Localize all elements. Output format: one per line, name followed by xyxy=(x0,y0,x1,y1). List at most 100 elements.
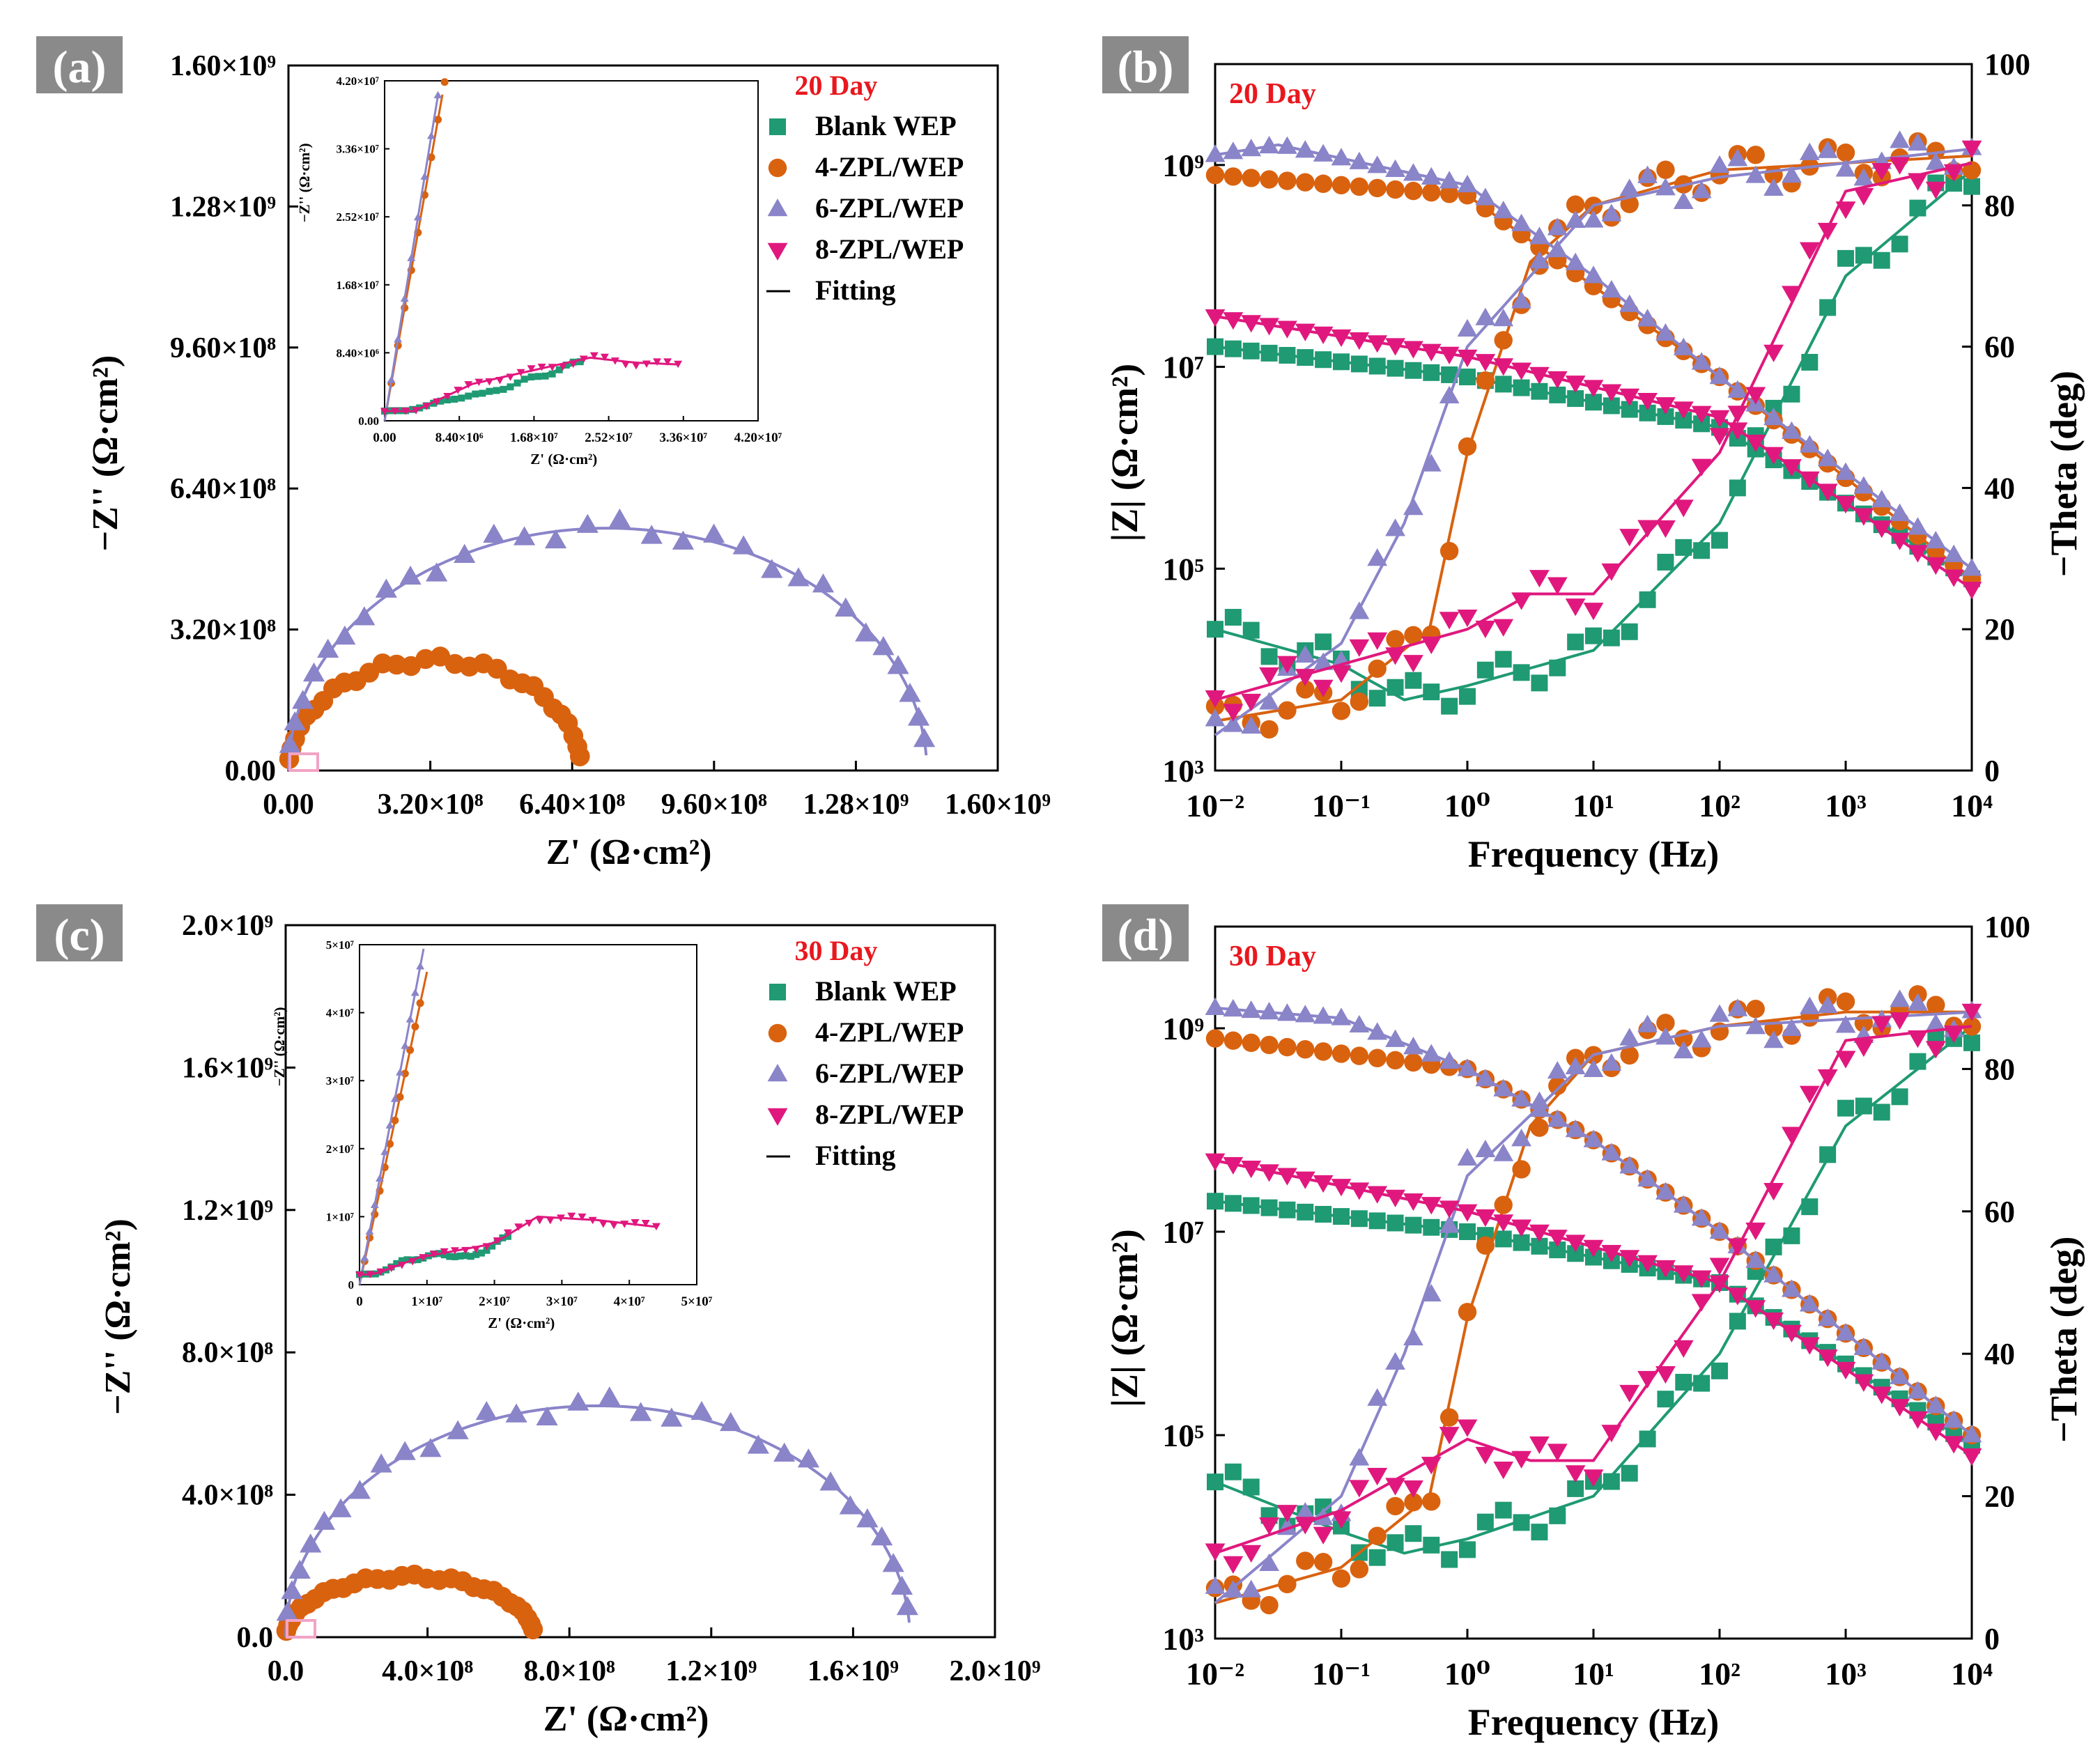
phase-data-point-6-zpl-wep xyxy=(1457,1147,1478,1166)
zmod-data-point-8-zpl-wep xyxy=(1403,341,1423,359)
phase-data-point-6-zpl-wep xyxy=(1349,601,1370,619)
data-point-6-zpl-wep xyxy=(870,1526,893,1546)
zmod-data-point-8-zpl-wep xyxy=(1547,371,1568,389)
y2-tick-label: 0 xyxy=(1984,1622,2000,1656)
phase-data-point-6-zpl-wep xyxy=(1241,1579,1262,1597)
inset-data-point-8-zpl-wep xyxy=(450,1247,459,1255)
zmod-data-point-4-zpl-wep xyxy=(1404,1053,1423,1072)
phase-data-point-blank-wep xyxy=(1224,1463,1242,1480)
phase-data-point-blank-wep xyxy=(1765,1238,1782,1255)
zmod-data-point-blank-wep xyxy=(1368,1212,1386,1230)
phase-data-point-6-zpl-wep xyxy=(1205,709,1226,727)
inset-data-point-8-zpl-wep xyxy=(516,369,525,377)
inset-data-point-6-zpl-wep xyxy=(410,989,419,996)
data-point-6-zpl-wep xyxy=(334,625,356,645)
panel-4-bode: (d) 10⁻² 10⁻¹ 10⁰ 10¹ 10² 10³ 10⁴ 10³ 10⁵ 10⁷ 10⁹ 0 2… xyxy=(1102,904,2085,1743)
inset-data-point-8-zpl-wep xyxy=(537,363,546,371)
zmod-data-point-4-zpl-wep xyxy=(1439,185,1459,203)
phase-data-point-8-zpl-wep xyxy=(1583,603,1604,621)
phase-data-point-8-zpl-wep xyxy=(1313,679,1334,698)
zmod-data-point-8-zpl-wep xyxy=(1908,1411,1928,1430)
inset-data-point-4-zpl-wep xyxy=(440,78,449,86)
zmod-data-point-8-zpl-wep xyxy=(1673,1265,1694,1283)
phase-data-point-blank-wep xyxy=(1675,1374,1692,1391)
phase-data-point-4-zpl-wep xyxy=(1350,692,1369,711)
data-point-6-zpl-wep xyxy=(882,1553,904,1572)
phase-data-point-blank-wep xyxy=(1837,249,1854,267)
zmod-data-point-8-zpl-wep xyxy=(1547,1230,1568,1248)
phase-data-point-blank-wep xyxy=(1675,539,1692,556)
phase-data-point-blank-wep xyxy=(1855,247,1872,264)
zmod-data-point-6-zpl-wep xyxy=(1745,1250,1766,1268)
phase-data-point-blank-wep xyxy=(1873,1104,1890,1121)
phase-data-point-blank-wep xyxy=(1459,688,1476,705)
inset-data-point-blank-wep xyxy=(446,1253,454,1260)
phase-data-point-blank-wep xyxy=(1549,1507,1566,1524)
data-point-6-zpl-wep xyxy=(514,526,536,545)
phase-data-point-8-zpl-wep xyxy=(1385,1478,1405,1496)
zmod-data-point-6-zpl-wep xyxy=(1547,239,1568,258)
plot-frame xyxy=(284,924,996,1639)
phase-data-point-6-zpl-wep xyxy=(1241,715,1262,734)
zmod-data-point-6-zpl-wep xyxy=(1763,408,1784,426)
zmod-data-point-6-zpl-wep xyxy=(1493,201,1514,219)
data-point-6-zpl-wep xyxy=(284,711,306,731)
phase-data-point-4-zpl-wep xyxy=(1494,1195,1513,1214)
zmod-data-point-8-zpl-wep xyxy=(1457,349,1478,368)
phase-data-point-blank-wep xyxy=(1387,679,1404,696)
zmod-data-point-6-zpl-wep xyxy=(1871,489,1892,508)
inset-data-point-6-zpl-wep xyxy=(413,212,422,221)
x-tick-label: 6.40×10⁸ xyxy=(519,789,625,821)
zmod-data-point-6-zpl-wep xyxy=(1385,159,1405,177)
inset-data-point-8-zpl-wep xyxy=(557,1214,566,1222)
phase-data-point-4-zpl-wep xyxy=(1746,146,1765,164)
zmod-data-point-6-zpl-wep xyxy=(1349,151,1370,169)
zmod-data-point-8-zpl-wep xyxy=(1655,1260,1676,1278)
zmod-data-point-8-zpl-wep xyxy=(1745,1300,1766,1318)
zmod-data-point-8-zpl-wep xyxy=(1331,329,1352,348)
zmod-data-point-6-zpl-wep xyxy=(1817,449,1838,467)
zoom-region-box xyxy=(288,752,319,772)
inset-data-point-8-zpl-wep xyxy=(433,398,442,406)
inset-data-point-blank-wep xyxy=(520,376,528,383)
legend-day-title: 20 Day xyxy=(795,70,878,101)
phase-data-point-6-zpl-wep xyxy=(1691,180,1712,199)
inset-data-point-8-zpl-wep xyxy=(366,1271,375,1278)
inset-data-point-8-zpl-wep xyxy=(454,387,463,394)
phase-data-point-8-zpl-wep xyxy=(1241,693,1262,712)
inset-data-point-8-zpl-wep xyxy=(474,378,484,387)
zmod-data-point-blank-wep xyxy=(1279,347,1296,364)
x-tick-label: 1.28×10⁹ xyxy=(803,789,909,821)
y-tick-label: 10⁹ xyxy=(1162,148,1204,183)
zoom-region-box xyxy=(286,1619,316,1639)
data-point-4-zpl-wep xyxy=(415,649,436,669)
data-point-6-zpl-wep xyxy=(890,1575,913,1595)
y2-tick-label: 20 xyxy=(1984,1480,2015,1514)
inset-data-point-8-zpl-wep xyxy=(567,1212,576,1221)
zmod-data-point-blank-wep xyxy=(1260,344,1278,362)
inset-data-point-8-zpl-wep xyxy=(443,393,452,401)
data-point-6-zpl-wep xyxy=(292,690,314,709)
phase-data-point-8-zpl-wep xyxy=(1421,1457,1442,1475)
phase-data-point-blank-wep xyxy=(1693,1375,1711,1392)
zmod-data-point-8-zpl-wep xyxy=(1709,410,1730,428)
inset-data-point-8-zpl-wep xyxy=(578,1213,587,1221)
inset-data-point-8-zpl-wep xyxy=(642,360,651,368)
zmod-data-point-blank-wep xyxy=(1242,342,1260,359)
y-tick-label: 0.00 xyxy=(225,755,277,787)
zmod-data-point-4-zpl-wep xyxy=(1331,1044,1351,1063)
panel-2-bode: (b) 10⁻² 10⁻¹ 10⁰ 10¹ 10² 10³ 10⁴ 10³ 10⁵ 10⁷ 10⁹ 0 2… xyxy=(1102,36,2085,875)
y-axis-label: |Z| (Ω·cm²) xyxy=(1104,364,1145,542)
y2-tick-label: 80 xyxy=(1984,189,2015,223)
x-tick-label: 10⁴ xyxy=(1951,788,1993,823)
zmod-data-point-8-zpl-wep xyxy=(1421,343,1442,362)
phase-data-point-blank-wep xyxy=(1549,659,1566,676)
phase-data-point-4-zpl-wep xyxy=(1476,371,1495,390)
phase-data-point-8-zpl-wep xyxy=(1547,1443,1568,1462)
phase-data-point-blank-wep xyxy=(1639,591,1656,608)
phase-data-point-blank-wep xyxy=(1657,553,1674,571)
zmod-data-point-6-zpl-wep xyxy=(1853,476,1874,494)
phase-data-point-blank-wep xyxy=(1801,353,1819,371)
x-tick-label: 1.6×10⁹ xyxy=(808,1655,899,1687)
data-point-6-zpl-wep xyxy=(447,1420,469,1439)
